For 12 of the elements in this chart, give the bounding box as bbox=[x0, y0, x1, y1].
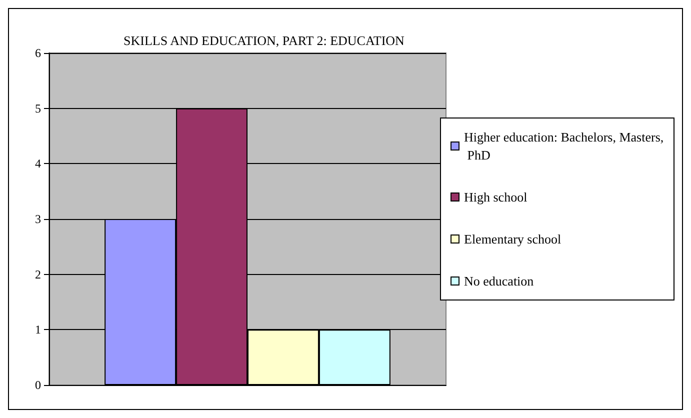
y-tick-label: 4 bbox=[35, 156, 41, 171]
y-tick-label: 5 bbox=[35, 101, 41, 116]
legend-label: High school bbox=[464, 190, 528, 204]
legend-label: Higher education: Bachelors, Masters, PhD bbox=[464, 130, 664, 162]
y-tick-label: 2 bbox=[35, 267, 41, 282]
legend-label: Elementary school bbox=[464, 232, 562, 246]
y-tick-label: 3 bbox=[35, 212, 41, 226]
legend-label: No education bbox=[464, 274, 534, 288]
chart-title: SKILLS AND EDUCATION, PART 2: EDUCATION bbox=[124, 33, 406, 48]
y-tick-label: 6 bbox=[35, 46, 41, 60]
y-tick-label: 1 bbox=[35, 322, 41, 337]
y-tick-label: 0 bbox=[35, 378, 41, 392]
